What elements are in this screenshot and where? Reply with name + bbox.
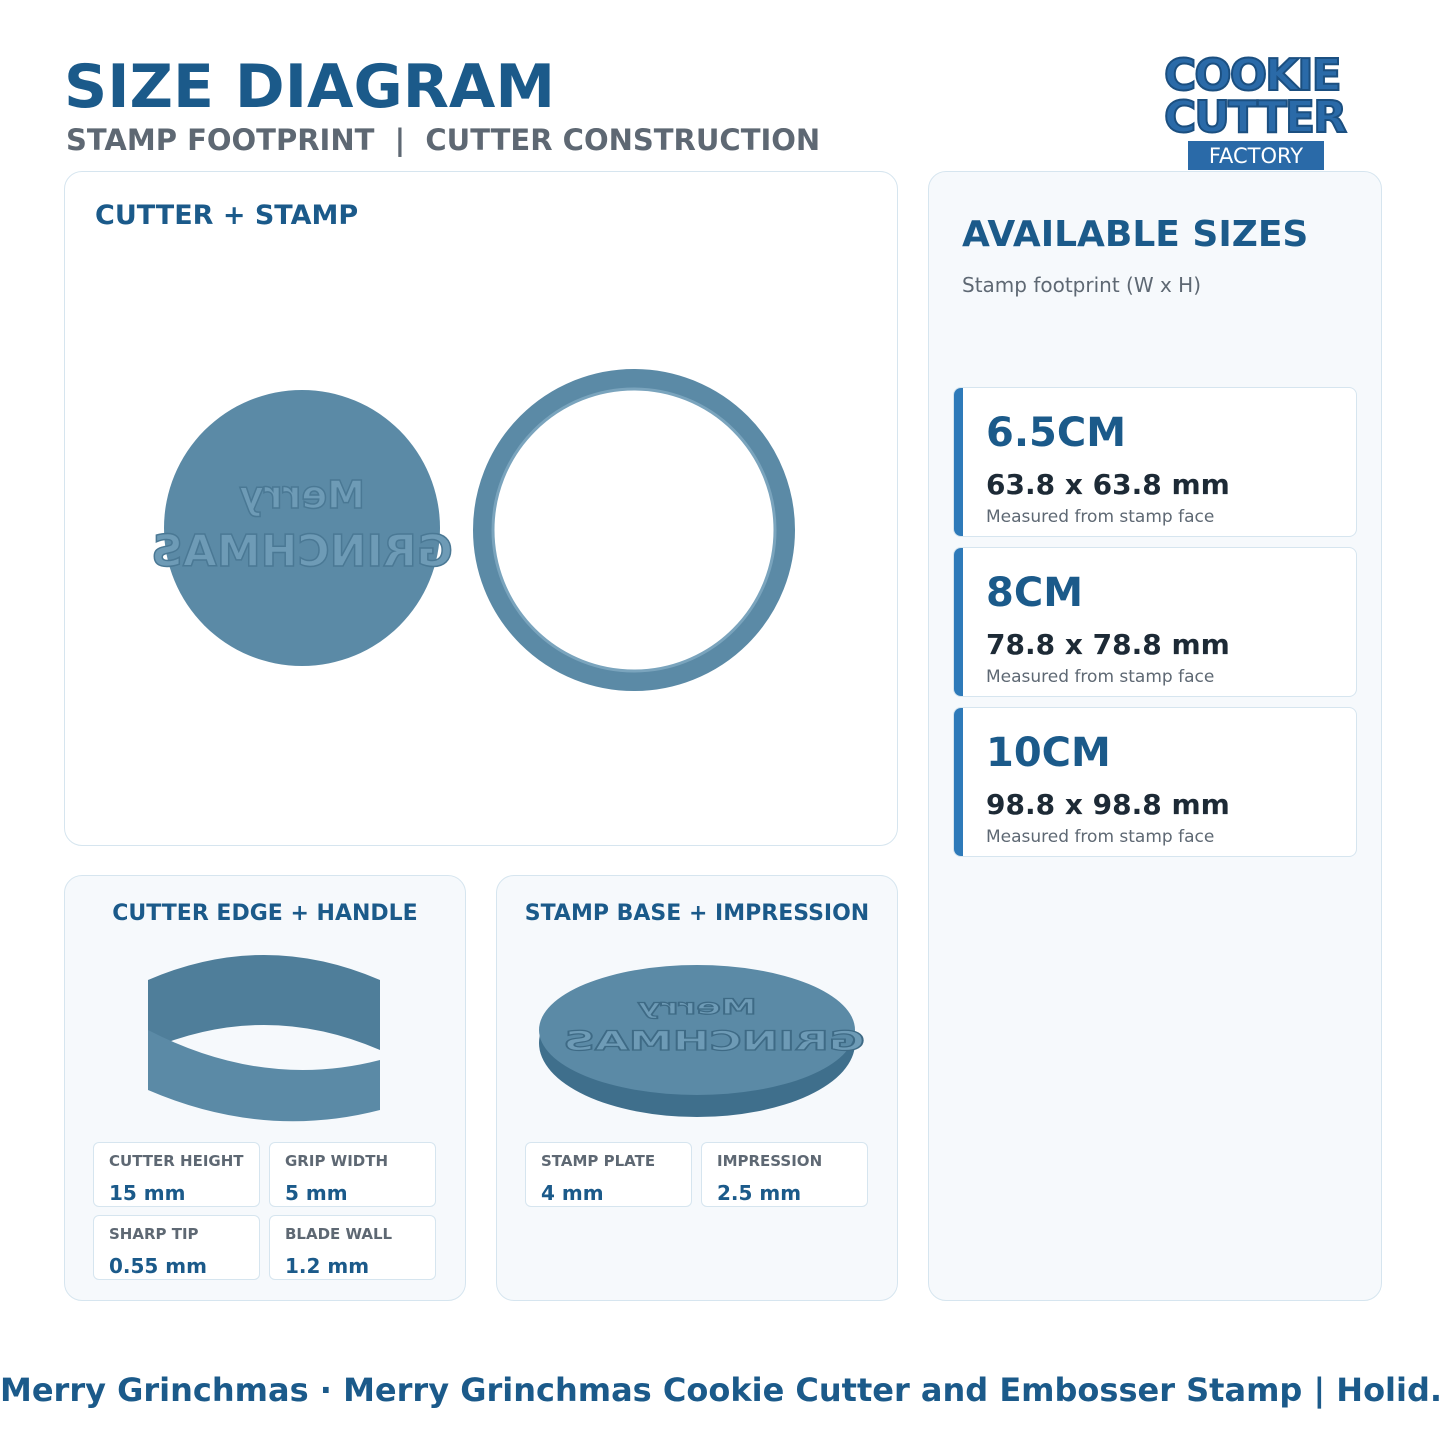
title: SIZE DIAGRAM — [64, 52, 556, 122]
spec-value: 5 mm — [285, 1181, 348, 1205]
size-dims: 78.8 x 78.8 mm — [986, 628, 1230, 661]
stamp-word: GRINCHMAS — [563, 1025, 865, 1056]
stamp-word: Merry — [239, 473, 365, 517]
size-note: Measured from stamp face — [986, 507, 1215, 527]
spec-box: STAMP PLATE 4 mm — [525, 1142, 692, 1207]
spec-label: SHARP TIP — [109, 1225, 199, 1243]
size-note: Measured from stamp face — [986, 667, 1215, 687]
cutter-inner — [491, 387, 777, 673]
spec-value: 1.2 mm — [285, 1254, 370, 1278]
subtitle: STAMP FOOTPRINT | CUTTER CONSTRUCTION — [66, 123, 821, 157]
panel-title: CUTTER + STAMP — [95, 200, 359, 231]
stamp-text: Merry GRINCHMAS — [150, 472, 453, 578]
logo-badge: FACTORY — [1188, 141, 1324, 170]
spec-value: 0.55 mm — [109, 1254, 207, 1278]
cutter-band-front — [148, 1030, 380, 1122]
size-dims: 63.8 x 63.8 mm — [986, 468, 1230, 501]
sizes-subtitle: Stamp footprint (W x H) — [962, 273, 1202, 297]
stamp-text-3d: Merry GRINCHMAS — [562, 993, 865, 1057]
size-accent — [954, 708, 963, 856]
sizes-title: AVAILABLE SIZES — [962, 214, 1309, 255]
size-label: 10CM — [986, 730, 1111, 776]
panel-title: STAMP BASE + IMPRESSION — [524, 901, 870, 926]
panel-title: CUTTER EDGE + HANDLE — [112, 901, 418, 926]
stamp-word: GRINCHMAS — [151, 526, 453, 577]
footer: Merry Grinchmas · Merry Grinchmas Cookie… — [0, 1371, 1445, 1409]
spec-label: STAMP PLATE — [541, 1152, 656, 1170]
spec-label: CUTTER HEIGHT — [109, 1152, 244, 1170]
stamp-word: Merry — [637, 994, 756, 1019]
spec-box: CUTTER HEIGHT 15 mm — [93, 1142, 260, 1207]
spec-value: 4 mm — [541, 1181, 604, 1205]
size-accent — [954, 388, 963, 536]
stamp-disk — [164, 390, 440, 666]
spec-box: GRIP WIDTH 5 mm — [269, 1142, 436, 1207]
spec-label: IMPRESSION — [717, 1152, 823, 1170]
size-card: 8CM 78.8 x 78.8 mm Measured from stamp fac… — [953, 547, 1357, 697]
cutter-ring — [473, 369, 795, 691]
size-note: Measured from stamp face — [986, 827, 1215, 847]
spec-box: BLADE WALL 1.2 mm — [269, 1215, 436, 1280]
logo-line: COOKIE — [1163, 49, 1343, 102]
size-card: 6.5CM 63.8 x 63.8 mm Measured from stamp f… — [953, 387, 1357, 537]
spec-value: 2.5 mm — [717, 1181, 802, 1205]
stamp-base-top — [539, 965, 855, 1095]
size-dims: 98.8 x 98.8 mm — [986, 788, 1230, 821]
spec-label: GRIP WIDTH — [285, 1152, 389, 1170]
spec-label: BLADE WALL — [285, 1225, 393, 1243]
spec-value: 15 mm — [109, 1181, 186, 1205]
spec-box: SHARP TIP 0.55 mm — [93, 1215, 260, 1280]
spec-box: IMPRESSION 2.5 mm — [701, 1142, 868, 1207]
size-card: 10CM 98.8 x 98.8 mm Measured from stamp fa… — [953, 707, 1357, 857]
logo-line: CUTTER — [1163, 91, 1348, 144]
size-label: 8CM — [986, 570, 1083, 616]
size-accent — [954, 548, 963, 696]
cutter-band — [148, 955, 380, 1050]
size-label: 6.5CM — [986, 410, 1127, 456]
